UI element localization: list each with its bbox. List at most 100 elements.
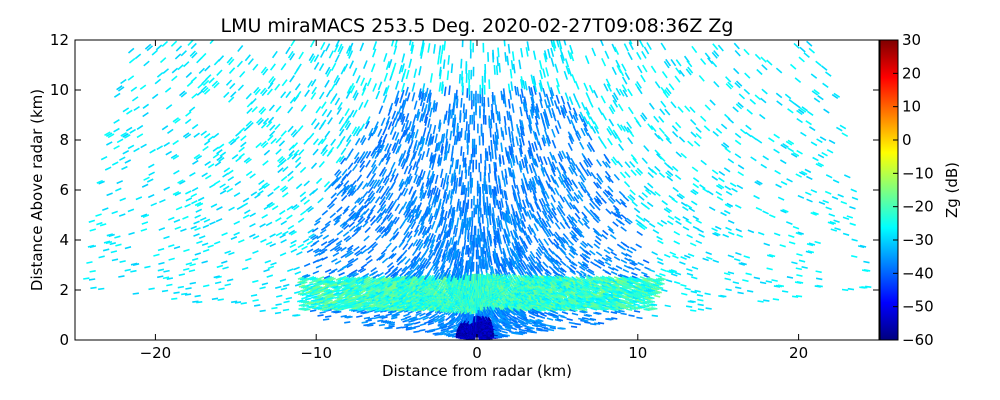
reflectivity-cell: [266, 201, 274, 207]
reflectivity-cell: [546, 81, 551, 91]
reflectivity-cell: [513, 189, 518, 199]
reflectivity-cell: [454, 240, 458, 250]
reflectivity-cell: [301, 292, 309, 297]
reflectivity-cell: [494, 131, 497, 142]
reflectivity-cell: [451, 235, 455, 245]
reflectivity-cell: [305, 205, 313, 212]
reflectivity-cell: [358, 101, 364, 111]
reflectivity-cell: [521, 158, 526, 169]
reflectivity-cell: [362, 191, 369, 199]
reflectivity-cell: [428, 329, 436, 333]
reflectivity-cell: [436, 154, 441, 164]
reflectivity-cell: [275, 136, 282, 144]
reflectivity-cell: [319, 247, 326, 253]
reflectivity-cell: [230, 236, 238, 241]
reflectivity-cell: [406, 92, 411, 102]
reflectivity-cell: [305, 293, 312, 298]
reflectivity-cell: [315, 217, 322, 223]
reflectivity-cell: [258, 106, 265, 114]
reflectivity-cell: [269, 233, 276, 238]
reflectivity-cell: [493, 186, 497, 196]
reflectivity-cell: [430, 187, 435, 197]
reflectivity-cell: [416, 263, 423, 271]
reflectivity-cell: [277, 167, 284, 174]
reflectivity-cell: [444, 230, 449, 240]
reflectivity-cell: [304, 89, 310, 98]
reflectivity-cell: [431, 312, 438, 318]
reflectivity-cell: [371, 270, 379, 276]
reflectivity-cell: [177, 179, 184, 184]
reflectivity-cell: [221, 232, 228, 237]
reflectivity-cell: [381, 153, 387, 162]
reflectivity-cell: [128, 57, 136, 64]
reflectivity-cell: [432, 288, 440, 296]
reflectivity-cell: [96, 179, 104, 184]
reflectivity-cell: [443, 192, 448, 202]
reflectivity-cell: [118, 213, 126, 217]
reflectivity-cell: [370, 63, 376, 73]
reflectivity-cell: [532, 130, 537, 140]
reflectivity-cell: [362, 182, 368, 190]
reflectivity-cell: [410, 315, 418, 320]
reflectivity-cell: [117, 86, 125, 92]
reflectivity-cell: [200, 130, 207, 136]
reflectivity-cell: [348, 148, 354, 156]
reflectivity-cell: [285, 296, 293, 300]
reflectivity-cell: [535, 153, 541, 163]
reflectivity-cell: [445, 141, 449, 151]
reflectivity-cell: [382, 94, 388, 104]
reflectivity-cell: [400, 89, 405, 99]
reflectivity-cell: [391, 168, 397, 177]
reflectivity-cell: [489, 203, 492, 213]
reflectivity-cell: [509, 167, 513, 178]
reflectivity-cell: [422, 127, 427, 137]
reflectivity-cell: [391, 142, 397, 152]
reflectivity-cell: [157, 268, 165, 272]
reflectivity-cell: [460, 259, 464, 269]
reflectivity-cell: [556, 85, 561, 95]
reflectivity-cell: [391, 268, 398, 274]
reflectivity-cell: [410, 275, 418, 282]
reflectivity-cell: [311, 188, 319, 195]
reflectivity-cell: [370, 164, 377, 172]
reflectivity-cell: [355, 75, 361, 84]
reflectivity-cell: [113, 127, 120, 133]
reflectivity-cell: [298, 303, 306, 307]
reflectivity-cell: [412, 114, 417, 124]
reflectivity-cell: [335, 156, 342, 164]
reflectivity-cell: [411, 152, 416, 161]
reflectivity-cell: [238, 127, 246, 134]
reflectivity-cell: [448, 311, 456, 318]
reflectivity-cell: [218, 287, 225, 291]
reflectivity-cell: [217, 55, 225, 62]
reflectivity-cell: [217, 143, 225, 150]
reflectivity-cell: [467, 247, 471, 258]
reflectivity-cell: [136, 124, 144, 130]
reflectivity-cell: [266, 274, 274, 278]
reflectivity-cell: [301, 245, 308, 251]
reflectivity-cell: [239, 70, 246, 78]
reflectivity-cell: [367, 298, 375, 303]
reflectivity-cell: [334, 246, 341, 252]
reflectivity-cell: [423, 104, 428, 114]
reflectivity-cell: [471, 262, 474, 272]
reflectivity-cell: [107, 133, 115, 139]
reflectivity-cell: [308, 301, 315, 305]
reflectivity-cell: [391, 110, 397, 120]
reflectivity-cell: [330, 138, 337, 146]
reflectivity-cell: [376, 144, 382, 153]
reflectivity-cell: [116, 138, 124, 144]
reflectivity-cell: [275, 231, 283, 237]
reflectivity-cell: [345, 45, 351, 54]
reflectivity-cell: [306, 305, 313, 308]
reflectivity-cell: [325, 275, 333, 280]
reflectivity-cell: [340, 185, 347, 193]
reflectivity-cell: [487, 172, 491, 183]
reflectivity-cell: [421, 92, 425, 103]
reflectivity-cell: [253, 86, 260, 94]
reflectivity-cell: [268, 76, 275, 84]
reflectivity-cell: [486, 151, 489, 162]
reflectivity-cell: [154, 78, 162, 85]
reflectivity-cell: [313, 292, 320, 296]
reflectivity-cell: [400, 113, 405, 123]
